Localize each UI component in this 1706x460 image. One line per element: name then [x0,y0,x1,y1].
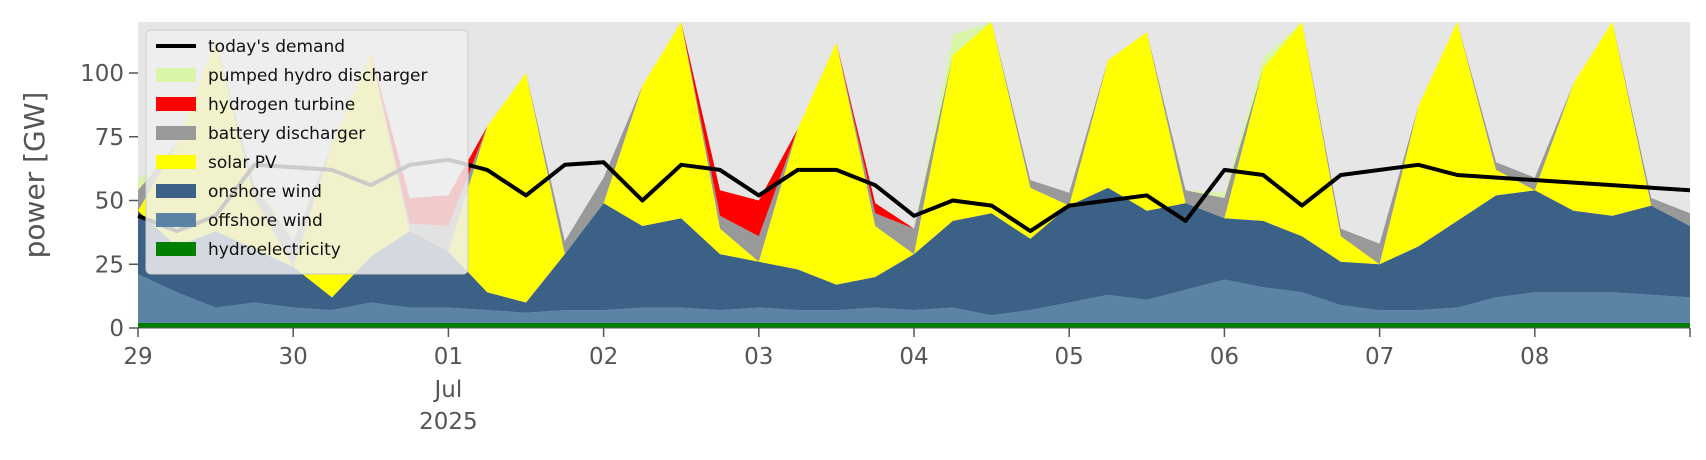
legend-swatch-pumped-hydro-discharger [156,68,196,82]
legend-swatch-battery-discharger [156,126,196,140]
legend-label-today-s-demand: today's demand [208,37,345,57]
x-tick-label: 05 [1055,344,1084,370]
x-tick-label: 04 [899,344,928,370]
y-tick-label: 25 [95,252,124,278]
legend-label-offshore-wind: offshore wind [208,211,323,231]
area-onshore-wind [138,187,1690,316]
area-hydroelectricity [138,322,1690,328]
y-axis-label: power [GW] [18,92,51,259]
x-tick-sublabel: Jul [433,377,463,403]
area-offshore-wind [138,274,1690,323]
legend: today's demand pumped hydro discharger hyd… [145,29,469,275]
legend-swatch-offshore-wind [156,213,196,227]
legend-label-battery-discharger: battery discharger [208,124,365,144]
legend-label-hydroelectricity: hydroelectricity [208,240,341,260]
x-tick-label: 30 [279,344,308,370]
x-tick-sublabel: 2025 [419,409,478,435]
legend-swatch-hydroelectricity [156,242,196,256]
x-axis: 29 30 01 Jul 2025 02 03 04 05 06 07 08 [123,327,1691,435]
legend-label-hydrogen-turbine: hydrogen turbine [208,95,355,115]
y-tick-label: 50 [95,189,124,215]
legend-label-onshore-wind: onshore wind [208,182,322,202]
x-tick-label: 29 [123,344,152,370]
legend-box [145,29,469,275]
area-solar-pv [138,22,1690,303]
x-tick-label: 08 [1520,344,1549,370]
x-tick-label: 06 [1210,344,1239,370]
x-tick-label: 03 [744,344,773,370]
x-tick-label: 07 [1365,344,1394,370]
y-tick-label: 75 [95,125,124,151]
y-tick-label: 100 [80,61,124,87]
legend-swatch-onshore-wind [156,184,196,198]
y-tick-label: 0 [109,316,124,342]
legend-swatch-solar-pv [156,155,196,169]
legend-swatch-hydrogen-turbine [156,97,196,111]
x-tick-label: 01 [434,344,463,370]
legend-label-solar-pv: solar PV [208,153,277,173]
y-axis: 0 25 50 75 100 [80,61,138,342]
legend-label-pumped-hydro-discharger: pumped hydro discharger [208,66,427,86]
x-tick-label: 02 [589,344,618,370]
